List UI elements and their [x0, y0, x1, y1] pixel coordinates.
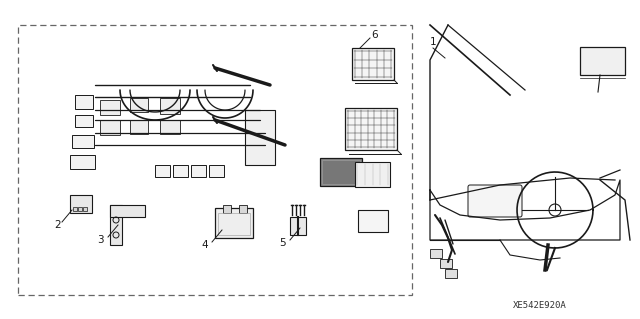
Bar: [70, 195, 92, 213]
Bar: [83, 207, 87, 211]
Bar: [155, 165, 170, 177]
Bar: [173, 165, 188, 177]
Bar: [110, 205, 122, 245]
Bar: [75, 115, 93, 127]
Bar: [358, 210, 388, 232]
Bar: [352, 48, 394, 80]
Bar: [130, 98, 148, 112]
Bar: [223, 205, 231, 213]
Bar: [18, 25, 412, 295]
Bar: [110, 205, 145, 217]
Bar: [355, 162, 390, 187]
Bar: [191, 165, 206, 177]
Bar: [75, 95, 93, 109]
Bar: [73, 207, 77, 211]
Text: 4: 4: [202, 240, 208, 250]
Bar: [78, 207, 82, 211]
Bar: [209, 165, 224, 177]
Bar: [345, 108, 397, 150]
Text: 6: 6: [372, 30, 378, 40]
Bar: [218, 213, 250, 235]
Bar: [72, 135, 94, 148]
Text: 2: 2: [54, 220, 61, 230]
Bar: [215, 208, 253, 238]
Text: 3: 3: [97, 235, 103, 245]
Bar: [100, 120, 120, 135]
Bar: [245, 110, 275, 165]
Bar: [445, 269, 457, 278]
Text: XE542E920A: XE542E920A: [513, 300, 567, 309]
Bar: [320, 158, 362, 186]
Bar: [580, 47, 625, 75]
Bar: [100, 100, 120, 115]
Text: 1: 1: [429, 37, 436, 47]
Text: 5: 5: [278, 238, 285, 248]
Bar: [440, 259, 452, 268]
Bar: [430, 249, 442, 258]
Bar: [70, 155, 95, 169]
Bar: [160, 98, 180, 114]
Bar: [239, 205, 247, 213]
Bar: [290, 217, 306, 235]
Bar: [322, 160, 360, 184]
Bar: [160, 120, 180, 134]
Bar: [130, 120, 148, 134]
FancyBboxPatch shape: [468, 185, 522, 217]
